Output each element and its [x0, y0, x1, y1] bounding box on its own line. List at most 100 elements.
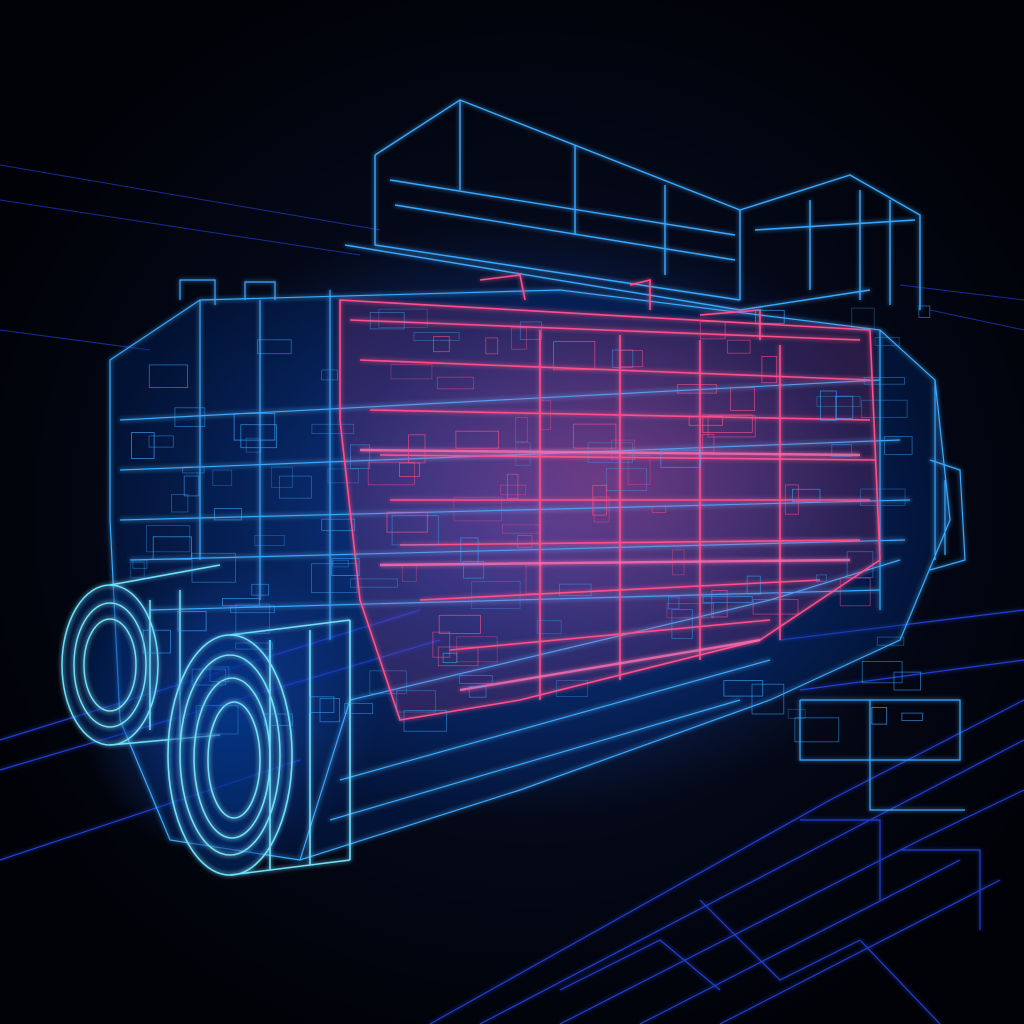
wire-detail-block — [278, 475, 312, 499]
wire-detail-block — [209, 666, 230, 682]
wire-detail-block — [751, 683, 785, 715]
wire-detail-block — [702, 596, 753, 603]
wire-detail-block — [254, 535, 285, 547]
wire-detail-block — [876, 636, 905, 646]
wire-detail-block — [723, 680, 764, 697]
wire-detail-block — [874, 337, 900, 346]
wire-detail-block — [251, 583, 269, 596]
wire-detail-block — [432, 631, 451, 658]
wire-detail-block — [730, 387, 755, 412]
wire-detail-block — [174, 407, 206, 427]
wire-detail-block — [321, 369, 338, 381]
wire-detail-block — [755, 309, 785, 324]
wire-detail-block — [707, 415, 756, 438]
wire-detail-block — [455, 430, 499, 449]
wire-detail-block — [794, 717, 840, 743]
wire-detail-block — [863, 377, 905, 385]
wire-detail-block — [182, 466, 205, 474]
wire-detail-block — [485, 337, 499, 355]
wire-detail-block — [390, 364, 433, 380]
wire-detail-block — [459, 675, 493, 684]
wire-detail-block — [402, 564, 417, 582]
wire-detail-block — [727, 339, 751, 354]
wire-detail-block — [235, 603, 270, 634]
wire-detail-block — [515, 442, 531, 466]
wire-detail-block — [271, 466, 293, 488]
wire-detail-block — [152, 536, 192, 560]
wire-detail-block — [525, 565, 543, 594]
wire-detail-block — [468, 686, 487, 698]
wire-detail-block — [257, 339, 292, 355]
wire-detail-block — [610, 439, 636, 460]
wire-detail-block — [871, 707, 888, 725]
wire-detail-block — [391, 515, 439, 546]
wire-detail-block — [369, 311, 405, 330]
wire-detail-block — [436, 376, 474, 390]
wire-detail-block — [460, 537, 479, 565]
wire-detail-block — [702, 414, 753, 433]
wire-detail-block — [396, 690, 436, 713]
front-right-cylinder — [167, 619, 351, 876]
wire-detail-block — [321, 518, 355, 531]
wire-detail-block — [240, 424, 277, 449]
wire-detail-block — [235, 642, 273, 650]
wire-detail-block — [893, 671, 922, 691]
wire-detail-block — [605, 468, 648, 491]
wire-detail-block — [438, 614, 481, 634]
wire-detail-block — [507, 473, 519, 499]
wire-detail-block — [171, 493, 189, 513]
wire-detail-block — [668, 596, 680, 610]
wire-detail-block — [500, 484, 527, 496]
wire-detail-block — [146, 525, 191, 553]
wire-detail-block — [677, 384, 717, 394]
wire-detail-block — [214, 508, 242, 521]
wire-detail-block — [331, 558, 360, 576]
wire-detail-block — [587, 442, 633, 463]
wire-detail-block — [556, 680, 589, 698]
wire-detail-block — [195, 705, 239, 735]
wire-detail-block — [517, 535, 533, 548]
wire-detail-block — [651, 505, 667, 513]
wire-detail-block — [183, 475, 200, 497]
wire-detail-block — [573, 423, 617, 449]
wire-detail-block — [319, 698, 341, 723]
core-accent-lines — [359, 448, 861, 692]
wire-detail-block — [861, 399, 908, 418]
wire-detail-block — [367, 461, 415, 486]
wire-detail-block — [627, 455, 651, 485]
wire-detail-block — [815, 574, 827, 582]
top-housing-wireframe — [344, 99, 921, 311]
wire-detail-block — [369, 670, 407, 695]
wire-detail-block — [442, 652, 458, 663]
wire-detail-block — [327, 468, 359, 484]
wire-detail-block — [264, 713, 293, 727]
wire-detail-block — [222, 598, 261, 607]
wire-detail-block — [884, 436, 913, 455]
wire-detail-block — [660, 449, 701, 468]
wire-detail-block — [437, 646, 479, 667]
wire-detail-block — [311, 423, 354, 434]
wire-detail-block — [177, 611, 207, 632]
wire-detail-block — [148, 364, 189, 388]
wire-detail-block — [553, 341, 596, 371]
wire-detail-block — [699, 321, 726, 340]
wire-detail-block — [399, 462, 420, 477]
wire-detail-block — [787, 708, 806, 719]
wire-detail-block — [403, 710, 447, 732]
wire-detail-block — [233, 413, 276, 441]
wire-detail-block — [688, 415, 723, 426]
wire-detail-block — [344, 703, 373, 715]
wire-detail-block — [132, 559, 148, 569]
wire-detail-block — [746, 575, 761, 595]
wire-detail-block — [592, 484, 607, 516]
wire-detail-block — [413, 331, 460, 341]
wire-detail-block — [671, 609, 694, 639]
wire-detail-block — [309, 696, 335, 713]
wire-detail-block — [536, 620, 562, 635]
wire-detail-block — [835, 395, 854, 419]
fine-wire-detail — [130, 305, 931, 743]
wire-detail-block — [752, 599, 799, 615]
wire-detail-block — [784, 484, 799, 515]
